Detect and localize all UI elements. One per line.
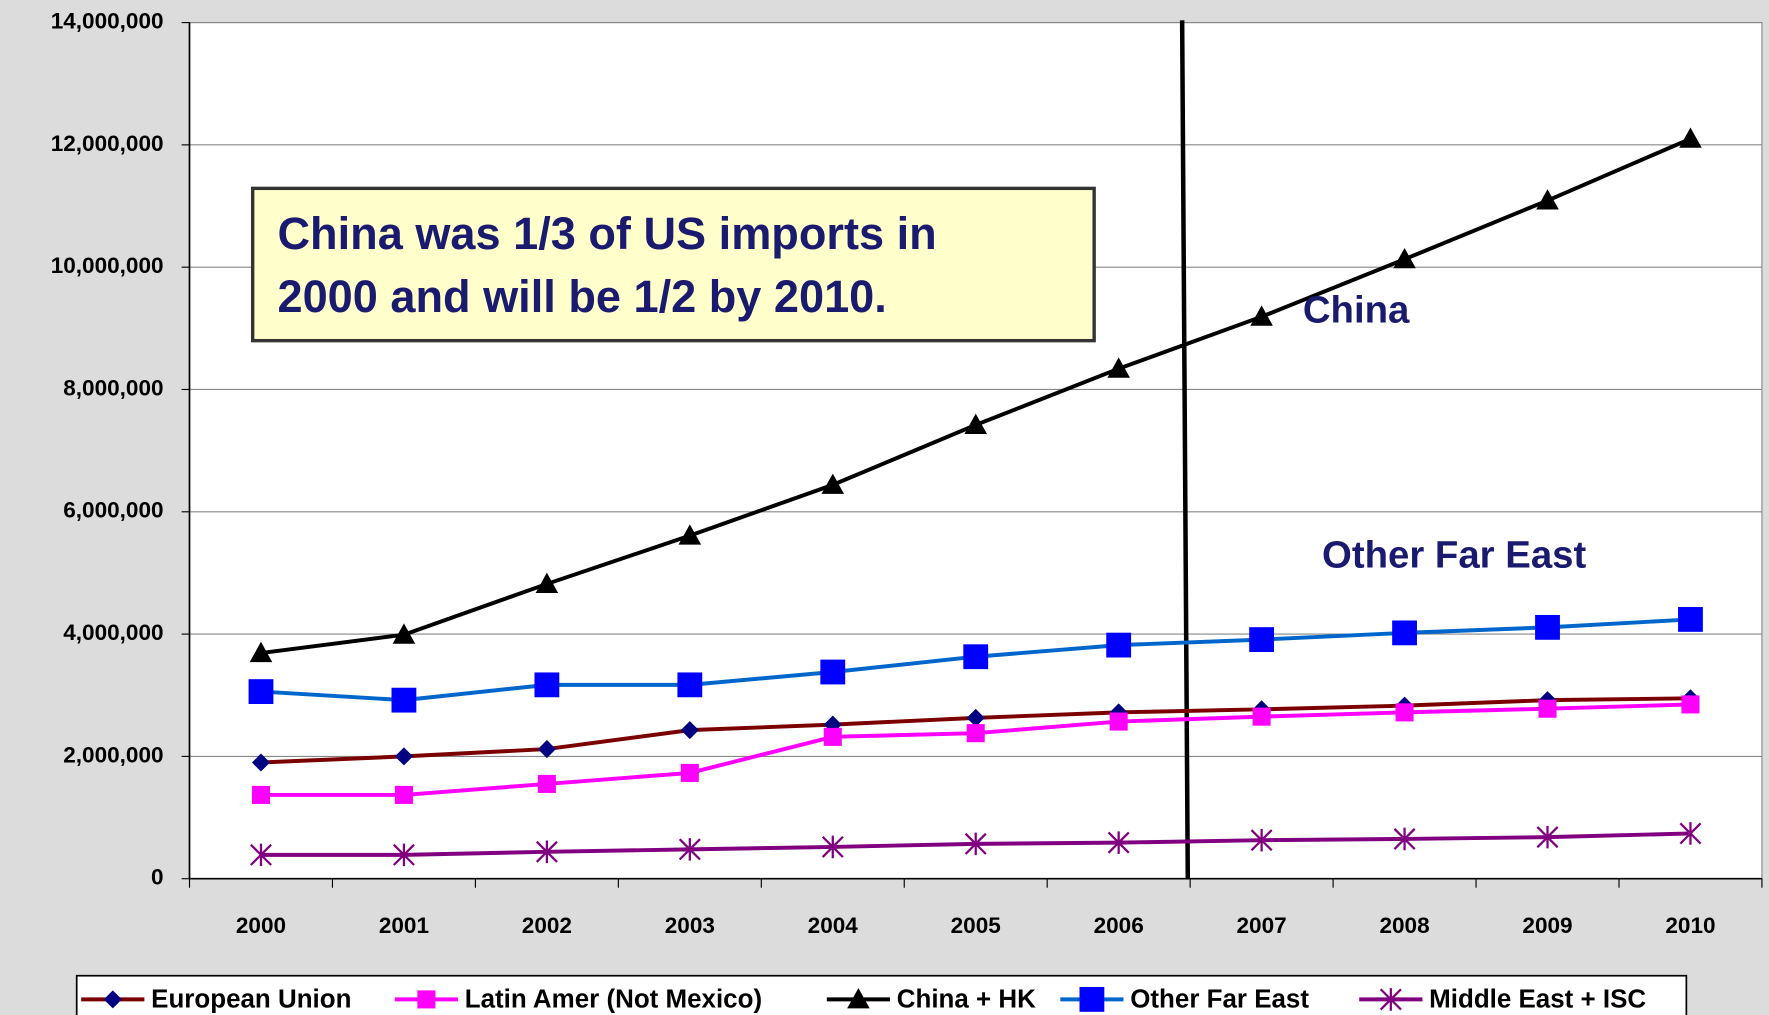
x-tick-label: 2005 <box>951 913 1001 938</box>
marker <box>1249 627 1275 653</box>
marker <box>1393 827 1416 851</box>
annotation-text: China was 1/3 of US imports in <box>277 208 936 259</box>
marker <box>394 785 413 804</box>
marker <box>392 623 416 644</box>
marker <box>535 840 558 864</box>
y-tick-label: 14,000,000 <box>51 9 164 34</box>
marker <box>1536 825 1559 849</box>
marker <box>1252 707 1271 726</box>
marker <box>821 835 844 859</box>
x-tick-label: 2010 <box>1665 913 1715 938</box>
marker <box>248 679 274 704</box>
x-tick-label: 2006 <box>1094 913 1144 938</box>
marker <box>534 672 560 698</box>
legend-box <box>75 974 1688 1015</box>
marker <box>1392 620 1417 646</box>
marker <box>1536 189 1559 210</box>
marker <box>1535 614 1560 640</box>
y-tick-label: 0 <box>151 865 164 890</box>
annotation-box <box>250 186 1096 343</box>
marker <box>820 659 846 685</box>
x-tick-label: 2000 <box>236 913 286 938</box>
marker <box>537 774 556 793</box>
legend-label: China + HK <box>897 985 1036 1013</box>
marker <box>1395 703 1414 722</box>
legend-label: European Union <box>151 985 351 1013</box>
y-tick-label: 10,000,000 <box>51 253 164 278</box>
marker <box>823 727 842 746</box>
marker <box>1393 247 1416 269</box>
marker <box>1107 831 1130 854</box>
divider-line <box>1179 20 1191 879</box>
marker <box>847 988 870 1009</box>
marker <box>535 572 559 593</box>
y-tick-label: 8,000,000 <box>63 375 163 400</box>
marker <box>392 843 415 867</box>
marker <box>1379 988 1402 1011</box>
y-tick-label: 4,000,000 <box>63 620 163 645</box>
marker <box>1250 828 1273 852</box>
marker <box>1538 699 1557 718</box>
annotation-label: China <box>1303 289 1410 332</box>
marker <box>249 641 273 663</box>
legend-label: Middle East + ISC <box>1429 985 1646 1013</box>
y-tick-label: 12,000,000 <box>51 131 164 156</box>
x-tick-label: 2008 <box>1379 913 1429 938</box>
marker <box>537 740 556 759</box>
legend-label: Other Far East <box>1130 985 1309 1013</box>
marker <box>251 785 271 804</box>
marker <box>103 990 122 1009</box>
marker <box>251 753 271 772</box>
annotation-label: Other Far East <box>1322 533 1586 576</box>
x-tick-label: 2009 <box>1522 913 1572 938</box>
x-tick-label: 2001 <box>379 913 429 938</box>
annotation-text: 2000 and will be 1/2 by 2010. <box>277 271 886 322</box>
x-tick-label: 2003 <box>665 913 715 938</box>
plot-area <box>188 21 1763 880</box>
marker <box>964 413 987 434</box>
marker <box>677 672 703 698</box>
y-tick-label: 2,000,000 <box>63 742 163 767</box>
x-tick-label: 2004 <box>808 913 859 938</box>
marker <box>966 724 985 743</box>
marker <box>678 524 702 545</box>
marker <box>1250 305 1273 326</box>
marker <box>250 843 272 867</box>
marker <box>678 838 701 861</box>
marker <box>1106 632 1132 658</box>
x-tick-label: 2002 <box>522 913 572 938</box>
marker <box>964 832 987 856</box>
marker <box>394 747 413 766</box>
x-tick-label: 2007 <box>1237 913 1287 938</box>
legend-label: Latin Amer (Not Mexico) <box>465 985 762 1013</box>
chart-body: 0 2,000,000 4,000,000 6,000,000 8,000,000 10,… <box>51 9 1763 1015</box>
marker <box>1678 607 1703 632</box>
marker <box>1109 712 1128 731</box>
marker <box>391 687 417 713</box>
marker <box>1079 987 1105 1012</box>
marker <box>1107 357 1130 378</box>
marker <box>821 473 845 494</box>
marker <box>680 721 699 740</box>
marker <box>1679 822 1702 845</box>
marker <box>1679 127 1702 148</box>
y-tick-label: 6,000,000 <box>63 498 163 523</box>
marker <box>417 990 436 1009</box>
marker <box>680 763 699 782</box>
marker <box>963 644 989 670</box>
marker <box>1681 695 1700 714</box>
